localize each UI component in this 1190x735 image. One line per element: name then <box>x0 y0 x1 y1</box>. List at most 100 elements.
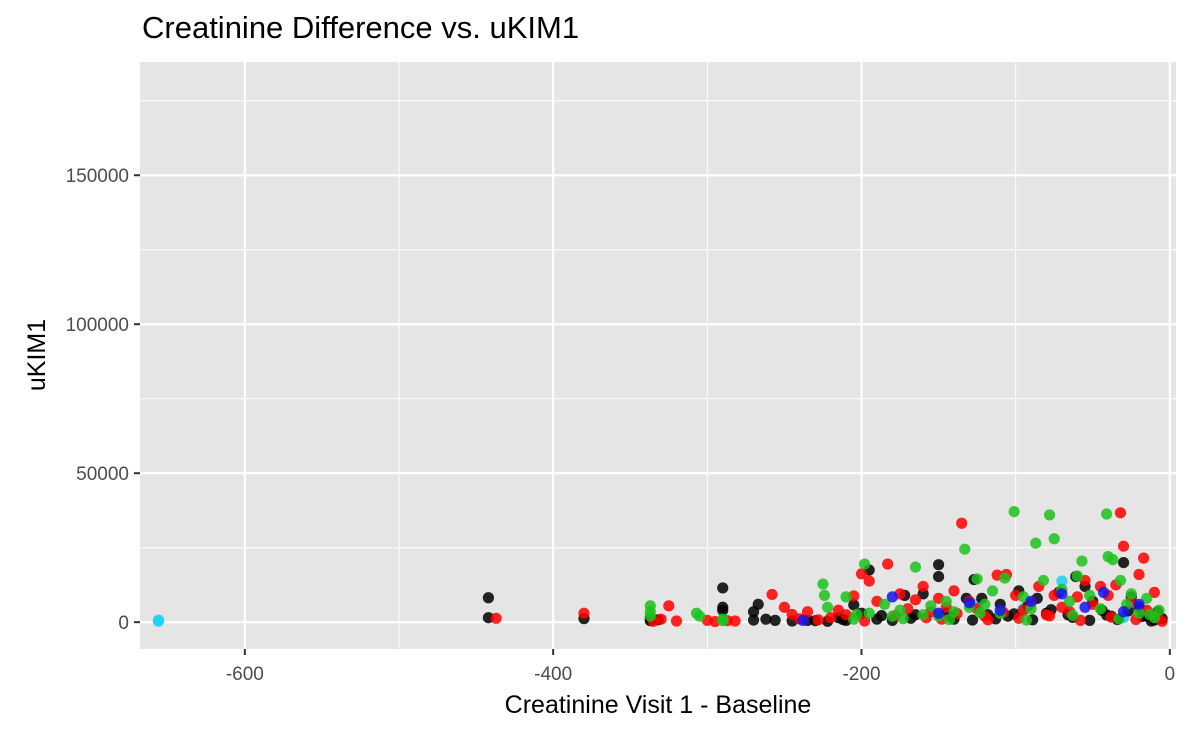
data-point <box>817 578 829 590</box>
data-point <box>1148 586 1161 598</box>
data-point <box>825 612 837 624</box>
data-point <box>971 573 983 585</box>
data-point <box>801 606 814 618</box>
data-point <box>909 594 922 606</box>
data-point <box>1138 552 1150 564</box>
data-point <box>982 614 994 626</box>
data-point <box>1064 595 1076 607</box>
chart-title: Creatinine Difference vs. uKIM1 <box>142 10 579 45</box>
data-point <box>886 610 898 622</box>
data-point <box>879 598 891 610</box>
data-point <box>1037 574 1050 587</box>
y-tick-label: 0 <box>118 613 129 634</box>
data-point <box>1084 589 1096 601</box>
data-point <box>1125 588 1137 600</box>
x-tick-label: -400 <box>534 664 572 685</box>
data-point <box>1101 508 1113 520</box>
data-point <box>943 613 955 626</box>
data-point <box>1117 556 1130 569</box>
data-point <box>855 568 868 580</box>
data-point <box>1094 603 1107 615</box>
data-point <box>966 614 979 626</box>
data-point <box>979 598 991 610</box>
x-tick-label: -200 <box>842 664 880 685</box>
x-axis-title: Creatinine Visit 1 - Baseline <box>505 691 812 719</box>
data-point <box>863 575 875 587</box>
y-tick-label: 150000 <box>66 166 129 187</box>
data-point <box>747 606 760 618</box>
data-point <box>482 592 495 604</box>
y-tick-label: 50000 <box>76 464 129 485</box>
data-point <box>1043 610 1056 622</box>
data-point <box>578 607 590 619</box>
x-tick-label: -600 <box>226 664 264 685</box>
data-point <box>152 615 165 627</box>
data-point <box>882 558 894 570</box>
data-point <box>932 570 945 583</box>
data-point <box>940 595 952 607</box>
data-point <box>1084 614 1096 626</box>
data-point <box>948 585 960 597</box>
data-point <box>840 591 852 603</box>
y-axis: 0 50000 100000 150000 <box>66 166 140 634</box>
data-point <box>1117 540 1130 552</box>
data-point <box>1071 570 1083 582</box>
data-point <box>1043 509 1056 521</box>
x-tick-label: 0 <box>1165 664 1176 685</box>
data-point <box>974 607 986 619</box>
data-point <box>886 591 898 603</box>
y-axis-title: uKIM1 <box>23 319 51 391</box>
data-points <box>152 506 1168 628</box>
data-point <box>1056 575 1068 587</box>
major-gridlines <box>140 62 1176 649</box>
data-point <box>717 604 729 616</box>
x-axis: -600 -400 -200 0 <box>226 649 1175 685</box>
data-point <box>917 609 929 621</box>
data-point <box>1107 554 1119 566</box>
data-point <box>875 610 888 622</box>
data-point <box>932 559 945 571</box>
data-point <box>1133 607 1145 619</box>
data-point <box>1153 604 1165 616</box>
data-point <box>863 607 875 619</box>
data-point <box>717 582 729 594</box>
data-point <box>959 543 971 555</box>
data-point <box>917 580 929 593</box>
data-point <box>1076 555 1088 567</box>
data-point <box>1056 588 1068 600</box>
data-point <box>925 600 937 612</box>
data-point <box>1097 586 1110 598</box>
minor-gridlines <box>140 62 1176 649</box>
data-point <box>1030 537 1042 549</box>
data-point <box>1141 592 1153 604</box>
data-point <box>897 613 909 625</box>
data-point <box>766 588 778 601</box>
data-point <box>1067 609 1079 621</box>
data-point <box>1133 568 1145 581</box>
data-point <box>1025 595 1037 607</box>
data-point <box>769 614 781 626</box>
data-point <box>670 615 683 627</box>
data-point <box>1079 601 1091 613</box>
data-point <box>797 614 809 626</box>
data-point <box>1114 507 1127 519</box>
data-point <box>818 589 831 601</box>
data-point <box>986 585 999 597</box>
data-point <box>851 608 863 621</box>
data-point <box>694 610 706 622</box>
data-point <box>747 614 760 626</box>
data-point <box>778 601 791 613</box>
data-point <box>994 604 1006 616</box>
data-point <box>1117 606 1130 618</box>
plot-panel <box>140 62 1176 649</box>
data-point <box>848 599 860 611</box>
data-point <box>1020 614 1033 626</box>
y-tick-label: 100000 <box>66 315 129 336</box>
data-point <box>760 613 772 625</box>
data-point <box>999 572 1011 584</box>
data-point <box>956 517 968 529</box>
data-point <box>644 610 656 622</box>
data-point <box>812 614 824 626</box>
data-point <box>1008 506 1020 518</box>
